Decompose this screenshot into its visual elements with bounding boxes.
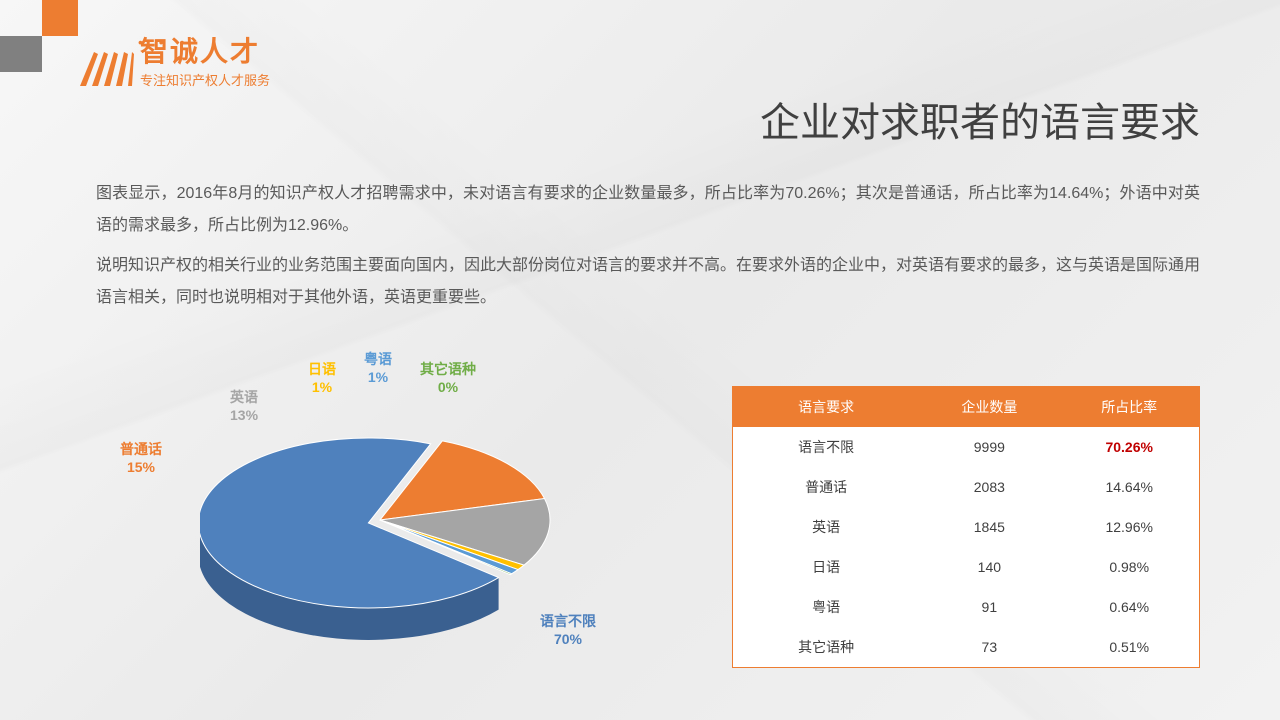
- table-cell: 9999: [919, 427, 1059, 467]
- table-header: 语言要求: [733, 387, 920, 428]
- table-cell: 73: [919, 627, 1059, 668]
- table-header: 企业数量: [919, 387, 1059, 428]
- table-cell: 语言不限: [733, 427, 920, 467]
- pie-label: 日语1%: [308, 360, 336, 396]
- pie-label: 其它语种0%: [420, 360, 476, 396]
- table-cell: 12.96%: [1059, 507, 1199, 547]
- pie-label: 英语13%: [230, 388, 258, 424]
- table-cell: 普通话: [733, 467, 920, 507]
- table-row: 日语1400.98%: [733, 547, 1200, 587]
- paragraph-2: 说明知识产权的相关行业的业务范围主要面向国内，因此大部份岗位对语言的要求并不高。…: [96, 250, 1200, 314]
- paragraph-1: 图表显示，2016年8月的知识产权人才招聘需求中，未对语言有要求的企业数量最多，…: [96, 178, 1200, 242]
- table-header: 所占比率: [1059, 387, 1199, 428]
- logo-mark-icon: [80, 42, 134, 86]
- table-cell: 其它语种: [733, 627, 920, 668]
- table-cell: 14.64%: [1059, 467, 1199, 507]
- table-cell: 日语: [733, 547, 920, 587]
- table-cell: 1845: [919, 507, 1059, 547]
- corner-gray: [0, 36, 42, 72]
- table-row: 粤语910.64%: [733, 587, 1200, 627]
- page-title: 企业对求职者的语言要求: [760, 90, 1200, 148]
- table-row: 普通话208314.64%: [733, 467, 1200, 507]
- table-cell: 粤语: [733, 587, 920, 627]
- table-cell: 2083: [919, 467, 1059, 507]
- language-table: 语言要求企业数量所占比率 语言不限999970.26%普通话208314.64%…: [732, 386, 1200, 668]
- logo: • • • 智诚人才 专注知识产权人才服务: [80, 38, 270, 89]
- logo-subtitle: 专注知识产权人才服务: [140, 70, 270, 89]
- table-cell: 0.98%: [1059, 547, 1199, 587]
- table-cell: 0.51%: [1059, 627, 1199, 668]
- table-row: 语言不限999970.26%: [733, 427, 1200, 467]
- table-cell: 70.26%: [1059, 427, 1199, 467]
- pie-label: 语言不限70%: [540, 612, 596, 648]
- table-cell: 0.64%: [1059, 587, 1199, 627]
- logo-dots: • • •: [138, 34, 190, 50]
- pie-svg: [200, 420, 580, 680]
- pie-label: 普通话15%: [120, 440, 162, 476]
- table-cell: 英语: [733, 507, 920, 547]
- table-row: 英语184512.96%: [733, 507, 1200, 547]
- corner-orange: [42, 0, 78, 36]
- pie-label: 粤语1%: [364, 350, 392, 386]
- language-pie-chart: 语言不限70% 普通话15% 英语13% 日语1% 粤语1% 其它语种0%: [110, 350, 650, 680]
- table-cell: 140: [919, 547, 1059, 587]
- table-cell: 91: [919, 587, 1059, 627]
- table-row: 其它语种730.51%: [733, 627, 1200, 668]
- body-text: 图表显示，2016年8月的知识产权人才招聘需求中，未对语言有要求的企业数量最多，…: [96, 178, 1200, 322]
